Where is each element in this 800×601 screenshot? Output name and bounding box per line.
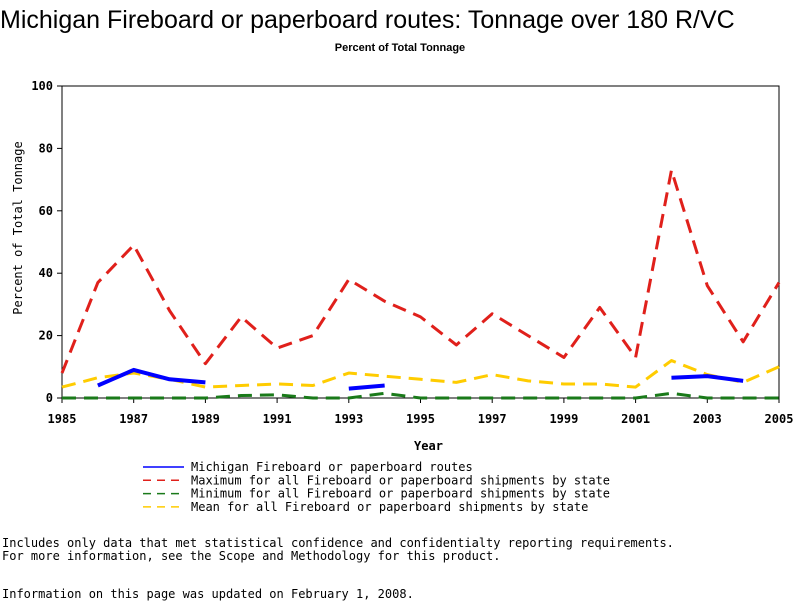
chart-title: Michigan Fireboard or paperboard routes:… xyxy=(0,6,735,34)
plot-frame xyxy=(61,85,780,399)
y-axis-label: Percent of Total Tonnage xyxy=(11,141,25,314)
x-axis-label: Year xyxy=(414,439,443,453)
x-tick-label: 2001 xyxy=(621,412,650,426)
legend-label-1: Maximum for all Fireboard or paperboard … xyxy=(191,473,610,487)
y-tick-label: 60 xyxy=(39,204,53,218)
x-tick-label: 1987 xyxy=(119,412,148,426)
x-tick-label: 1999 xyxy=(549,412,578,426)
footnote-methodology: For more information, see the Scope and … xyxy=(2,549,501,563)
x-tick-label: 2003 xyxy=(693,412,722,426)
footnote-confidence: Includes only data that met statistical … xyxy=(2,536,674,550)
series-line-0 xyxy=(348,383,385,391)
legend-label-3: Mean for all Fireboard or paperboard shi… xyxy=(191,500,588,514)
x-tick-label: 1995 xyxy=(406,412,435,426)
series-line-1 xyxy=(60,168,781,374)
x-tick-label: 1991 xyxy=(263,412,292,426)
series-line-0 xyxy=(671,374,744,383)
y-tick-label: 80 xyxy=(39,141,53,155)
x-tick-label: 1989 xyxy=(191,412,220,426)
y-tick-label: 100 xyxy=(31,79,53,93)
x-tick-label: 1993 xyxy=(334,412,363,426)
chart-subtitle: Percent of Total Tonnage xyxy=(334,42,466,54)
y-tick-label: 40 xyxy=(39,266,53,280)
legend-label-2: Minimum for all Fireboard or paperboard … xyxy=(191,487,610,501)
x-tick-label: 2005 xyxy=(765,412,794,426)
y-tick-label: 0 xyxy=(46,391,53,405)
series-line-0 xyxy=(97,367,206,388)
x-tick-label: 1997 xyxy=(478,412,507,426)
legend-label-0: Michigan Fireboard or paperboard routes xyxy=(191,460,473,474)
y-tick-label: 20 xyxy=(39,329,53,343)
x-tick-label: 1985 xyxy=(48,412,77,426)
footnote-updated: Information on this page was updated on … xyxy=(2,587,414,601)
series-line-3 xyxy=(61,359,780,389)
series-line-2 xyxy=(62,391,779,400)
